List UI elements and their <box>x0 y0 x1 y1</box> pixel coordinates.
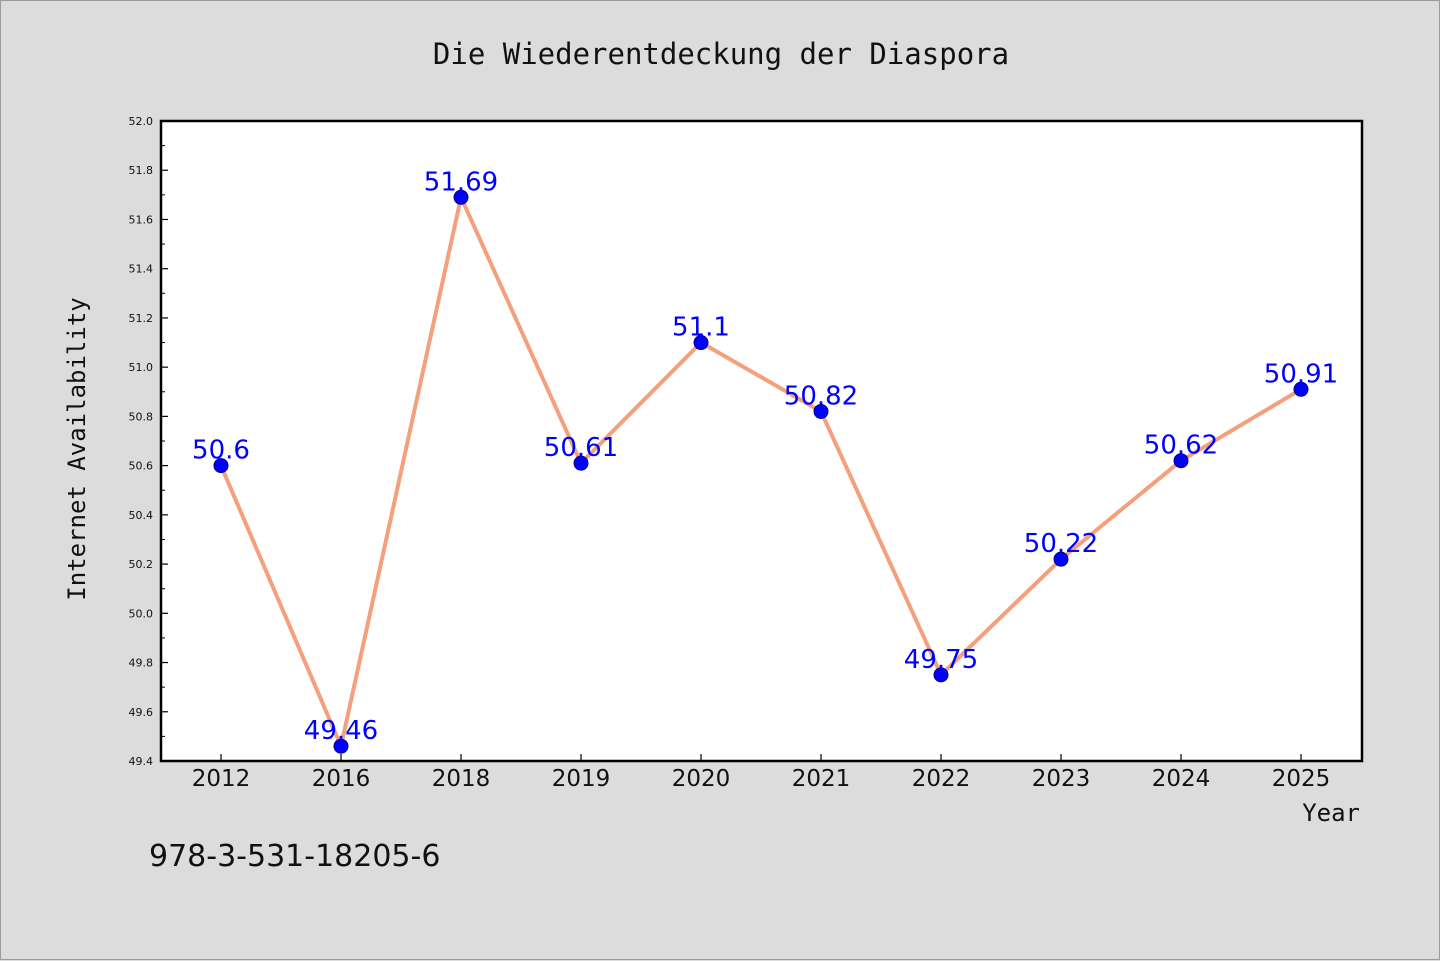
x-tick-label: 2012 <box>192 766 251 792</box>
data-point <box>333 738 349 754</box>
y-axis-label: Internet Availability <box>63 297 91 600</box>
x-tick-label: 2021 <box>792 766 851 792</box>
plot-frame <box>159 119 1364 763</box>
data-point <box>693 335 709 351</box>
y-tick-label: 51.4 <box>129 263 154 276</box>
x-tick-label: 2024 <box>1152 766 1211 792</box>
y-tick-label: 51.6 <box>129 213 154 226</box>
x-tick-label: 2022 <box>912 766 971 792</box>
x-tick-label: 2023 <box>1032 766 1091 792</box>
chart-title: Die Wiederentdeckung der Diaspora <box>433 37 1009 71</box>
series-line <box>219 195 1303 749</box>
data-point <box>1173 453 1189 469</box>
x-tick-label: 2025 <box>1272 766 1331 792</box>
y-tick-label: 52.0 <box>129 115 154 128</box>
y-tick-label: 50.4 <box>129 509 154 522</box>
y-tick-label: 51.2 <box>129 312 154 325</box>
data-point <box>813 403 829 419</box>
y-tick-label: 49.4 <box>129 755 154 768</box>
footnote-isbn: 978-3-531-18205-6 <box>149 839 440 874</box>
data-label: 50.82 <box>784 381 858 411</box>
data-point <box>933 667 949 683</box>
y-tick-label: 50.2 <box>129 558 154 571</box>
y-axis: 49.4 49.6 49.8 50.0 50.2 50.4 50.6 50.8 51.0 51.2… <box>129 115 168 768</box>
data-point <box>573 455 589 471</box>
x-axis: 2012 2016 2018 2019 2020 2021 2022 2023 2024 2025 <box>192 754 1331 792</box>
data-point <box>1293 381 1309 397</box>
data-point <box>213 458 229 474</box>
series-layer: 50.6 49.46 51.69 50.61 51.1 50.82 49.75 50.22 50… <box>192 167 1338 754</box>
y-tick-label: 50.6 <box>129 460 154 473</box>
y-tick-label: 50.0 <box>129 607 154 620</box>
x-axis-label: Year <box>1302 799 1360 827</box>
x-tick-label: 2016 <box>312 766 371 792</box>
data-label: 49.75 <box>904 645 978 675</box>
x-tick-label: 2018 <box>432 766 491 792</box>
data-label: 50.6 <box>192 436 250 466</box>
data-label: 51.1 <box>672 313 730 343</box>
y-tick-label: 49.6 <box>129 706 154 719</box>
data-point <box>453 189 469 205</box>
data-label: 50.62 <box>1144 431 1218 461</box>
data-label: 51.69 <box>424 167 498 197</box>
y-tick-label: 50.8 <box>129 410 154 423</box>
y-tick-label: 51.0 <box>129 361 154 374</box>
y-tick-label: 49.8 <box>129 657 154 670</box>
x-tick-label: 2020 <box>672 766 731 792</box>
data-label: 50.61 <box>544 433 618 463</box>
data-label: 50.91 <box>1264 359 1338 389</box>
data-point <box>1053 551 1069 567</box>
y-tick-label: 51.8 <box>129 164 154 177</box>
x-tick-label: 2019 <box>552 766 611 792</box>
data-label: 50.22 <box>1024 529 1098 559</box>
data-label: 49.46 <box>304 716 378 746</box>
